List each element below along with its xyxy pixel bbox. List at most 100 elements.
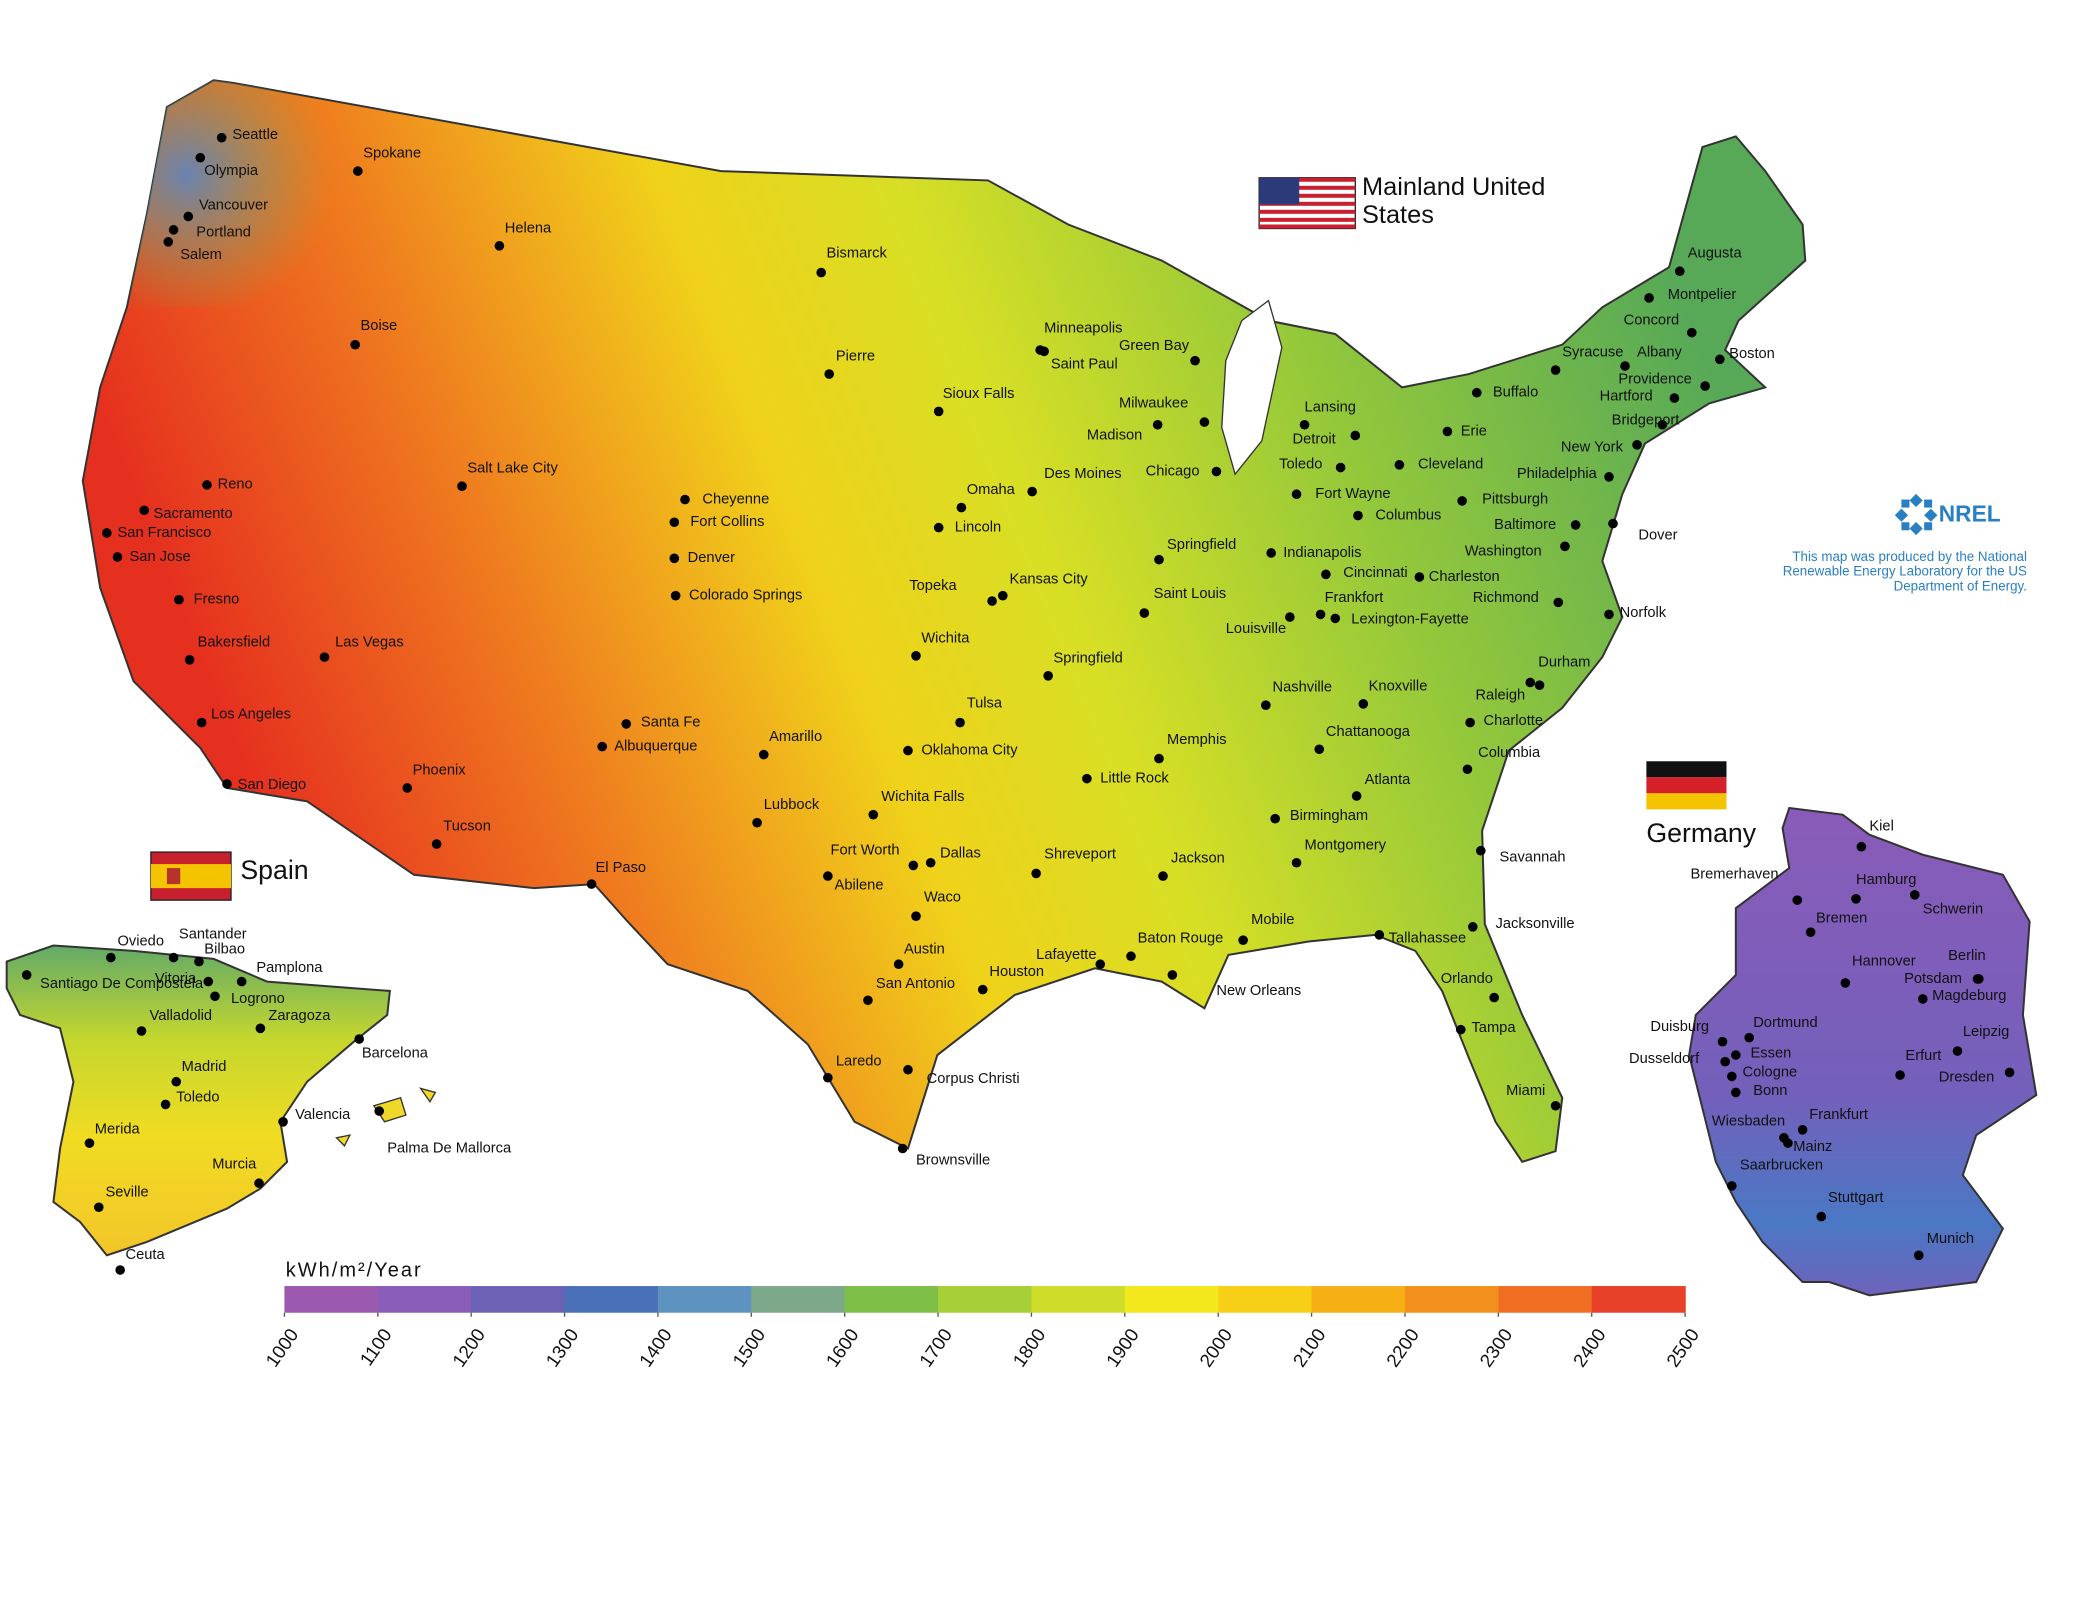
city-label: Tulsa xyxy=(967,696,1003,712)
city-dot xyxy=(1190,355,1200,366)
city-dot xyxy=(1457,496,1467,506)
city-dot xyxy=(597,741,608,752)
colorbar-tick-label: 2300 xyxy=(1475,1325,1516,1371)
city-label: Austin xyxy=(904,941,945,957)
colorbar-segment xyxy=(564,1286,659,1313)
city-dot xyxy=(1727,1181,1737,1191)
city-label: Wichita xyxy=(921,630,970,646)
city-dot xyxy=(997,590,1008,601)
colorbar-tick-label: 1700 xyxy=(915,1325,956,1371)
city-label: Durham xyxy=(1538,654,1590,670)
city-label: Minneapolis xyxy=(1044,321,1122,337)
city-label: Mainz xyxy=(1793,1139,1832,1155)
city-dot xyxy=(1199,417,1210,427)
city-label: Saint Paul xyxy=(1051,357,1118,373)
city-label: Ceuta xyxy=(126,1247,166,1263)
city-dot xyxy=(1917,994,1928,1004)
city-dot xyxy=(1895,1070,1905,1080)
city-label: Logrono xyxy=(231,991,285,1007)
city-label: Philadelphia xyxy=(1517,466,1598,482)
colorbar-segment xyxy=(1124,1286,1219,1313)
city-label: Tampa xyxy=(1471,1020,1516,1036)
city-label: Houston xyxy=(989,964,1044,980)
city-label: Green Bay xyxy=(1119,338,1190,354)
city-label: Leipzig xyxy=(1963,1024,2010,1040)
city-dot xyxy=(1321,569,1331,580)
city-label: Indianapolis xyxy=(1283,545,1361,561)
city-dot xyxy=(1465,717,1475,728)
city-label: Boise xyxy=(361,318,398,334)
colorbar-tick-label: 2000 xyxy=(1195,1325,1236,1371)
city-dot xyxy=(319,652,330,662)
city-dot xyxy=(669,553,680,564)
city-label: Valencia xyxy=(295,1107,351,1123)
colorbar-segment xyxy=(377,1286,472,1313)
city-label: New Orleans xyxy=(1216,983,1301,999)
city-dot xyxy=(1560,541,1570,552)
city-label: Lafayette xyxy=(1036,947,1096,963)
city-dot xyxy=(1291,857,1302,868)
city-dot xyxy=(255,1023,266,1034)
city-label: Detroit xyxy=(1293,431,1336,447)
city-label: Las Vegas xyxy=(335,634,404,650)
great-lakes xyxy=(1221,299,1283,476)
colorbar-tick-label: 2200 xyxy=(1382,1325,1423,1371)
city-dot xyxy=(431,839,442,849)
colorbar-segment xyxy=(284,1286,379,1313)
city-label: Erfurt xyxy=(1905,1048,1941,1064)
colorbar-segment xyxy=(938,1286,1033,1313)
city-label: Springfield xyxy=(1054,650,1123,666)
city-dot xyxy=(203,976,214,987)
city-label: Baltimore xyxy=(1494,517,1556,533)
city-label: Little Rock xyxy=(1100,771,1169,787)
us-map xyxy=(81,79,1807,1164)
colorbar-tick-label: 1200 xyxy=(448,1325,489,1371)
colorbar-tick-label: 1100 xyxy=(356,1325,396,1370)
city-dot xyxy=(1266,548,1276,558)
city-label: Dover xyxy=(1638,527,1677,543)
city-label: Fort Collins xyxy=(690,514,764,530)
city-label: Albuquerque xyxy=(614,738,697,754)
city-dot xyxy=(1158,871,1168,881)
city-dot xyxy=(911,650,921,661)
city-label: Lincoln xyxy=(955,519,1002,535)
city-label: Salem xyxy=(180,247,222,263)
us-label-box: Mainland United States xyxy=(1362,174,1545,230)
city-dot xyxy=(374,1106,385,1116)
city-dot xyxy=(824,369,835,379)
city-label: Miami xyxy=(1506,1083,1545,1099)
city-label: Seville xyxy=(105,1184,148,1200)
city-dot xyxy=(752,817,762,828)
city-label: Des Moines xyxy=(1044,466,1121,482)
city-label: Norfolk xyxy=(1620,605,1667,621)
city-dot xyxy=(621,719,632,729)
colorbar-tick-label: 1400 xyxy=(635,1325,676,1371)
city-label: Magdeburg xyxy=(1932,988,2006,1004)
city-label: Sioux Falls xyxy=(943,386,1015,402)
city-dot xyxy=(1744,1032,1755,1043)
city-dot xyxy=(163,237,174,247)
city-dot xyxy=(1095,959,1106,970)
city-dot xyxy=(168,952,179,963)
city-label: Los Angeles xyxy=(211,706,291,722)
city-label: Dusseldorf xyxy=(1629,1051,1700,1067)
city-label: Charleston xyxy=(1429,569,1500,585)
city-label: Nashville xyxy=(1273,680,1333,696)
city-label: Phoenix xyxy=(413,762,467,778)
city-dot xyxy=(903,1064,913,1075)
city-dot xyxy=(2004,1067,2015,1078)
city-dot xyxy=(1152,419,1163,430)
credit-text: This map was produced by the National Re… xyxy=(1782,550,2027,595)
germany-flag xyxy=(1646,761,1727,810)
city-label: Richmond xyxy=(1473,590,1539,606)
city-label: Milwaukee xyxy=(1119,395,1188,411)
city-dot xyxy=(1315,609,1326,620)
city-label: Salt Lake City xyxy=(467,461,558,477)
city-dot xyxy=(1534,680,1545,690)
city-dot xyxy=(1805,927,1816,937)
city-dot xyxy=(1043,671,1053,681)
city-dot xyxy=(1913,1250,1924,1261)
city-dot xyxy=(670,590,681,601)
city-dot xyxy=(106,952,116,963)
